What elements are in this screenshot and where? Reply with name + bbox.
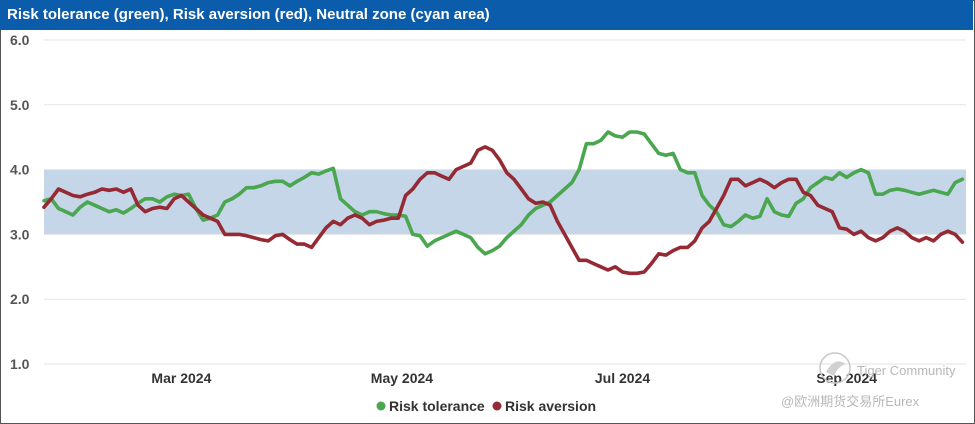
x-tick-label: Jul 2024 xyxy=(595,370,650,386)
legend-marker-risk-aversion xyxy=(492,401,502,411)
legend: Risk tolerance Risk aversion xyxy=(376,398,596,414)
y-axis-ticks: 1.0 2.0 3.0 4.0 5.0 6.0 xyxy=(10,32,30,372)
tiger-logo-icon xyxy=(819,352,851,384)
y-tick-label: 4.0 xyxy=(10,162,30,178)
legend-label-risk-aversion[interactable]: Risk aversion xyxy=(505,398,596,414)
watermark-brand: Tiger Community xyxy=(857,363,956,378)
watermark: Tiger Community @欧洲期货交易所Eurex xyxy=(781,352,956,409)
x-axis-ticks: Mar 2024 May 2024 Jul 2024 Sep 2024 xyxy=(151,370,877,386)
legend-label-risk-tolerance[interactable]: Risk tolerance xyxy=(389,398,485,414)
chart-title: Risk tolerance (green), Risk aversion (r… xyxy=(0,0,973,30)
y-tick-label: 2.0 xyxy=(10,291,30,307)
legend-marker-risk-tolerance xyxy=(376,401,386,411)
tiger-logo-mark-icon xyxy=(826,361,846,376)
watermark-handle: @欧洲期货交易所Eurex xyxy=(781,394,920,409)
x-tick-label: Mar 2024 xyxy=(151,370,211,386)
y-tick-label: 6.0 xyxy=(10,32,30,48)
x-tick-label: May 2024 xyxy=(371,370,433,386)
y-tick-label: 3.0 xyxy=(10,226,30,242)
risk-aversion-line xyxy=(42,145,965,276)
y-tick-label: 1.0 xyxy=(10,356,30,372)
neutral-zone-band xyxy=(44,169,966,235)
y-tick-label: 5.0 xyxy=(10,97,30,113)
